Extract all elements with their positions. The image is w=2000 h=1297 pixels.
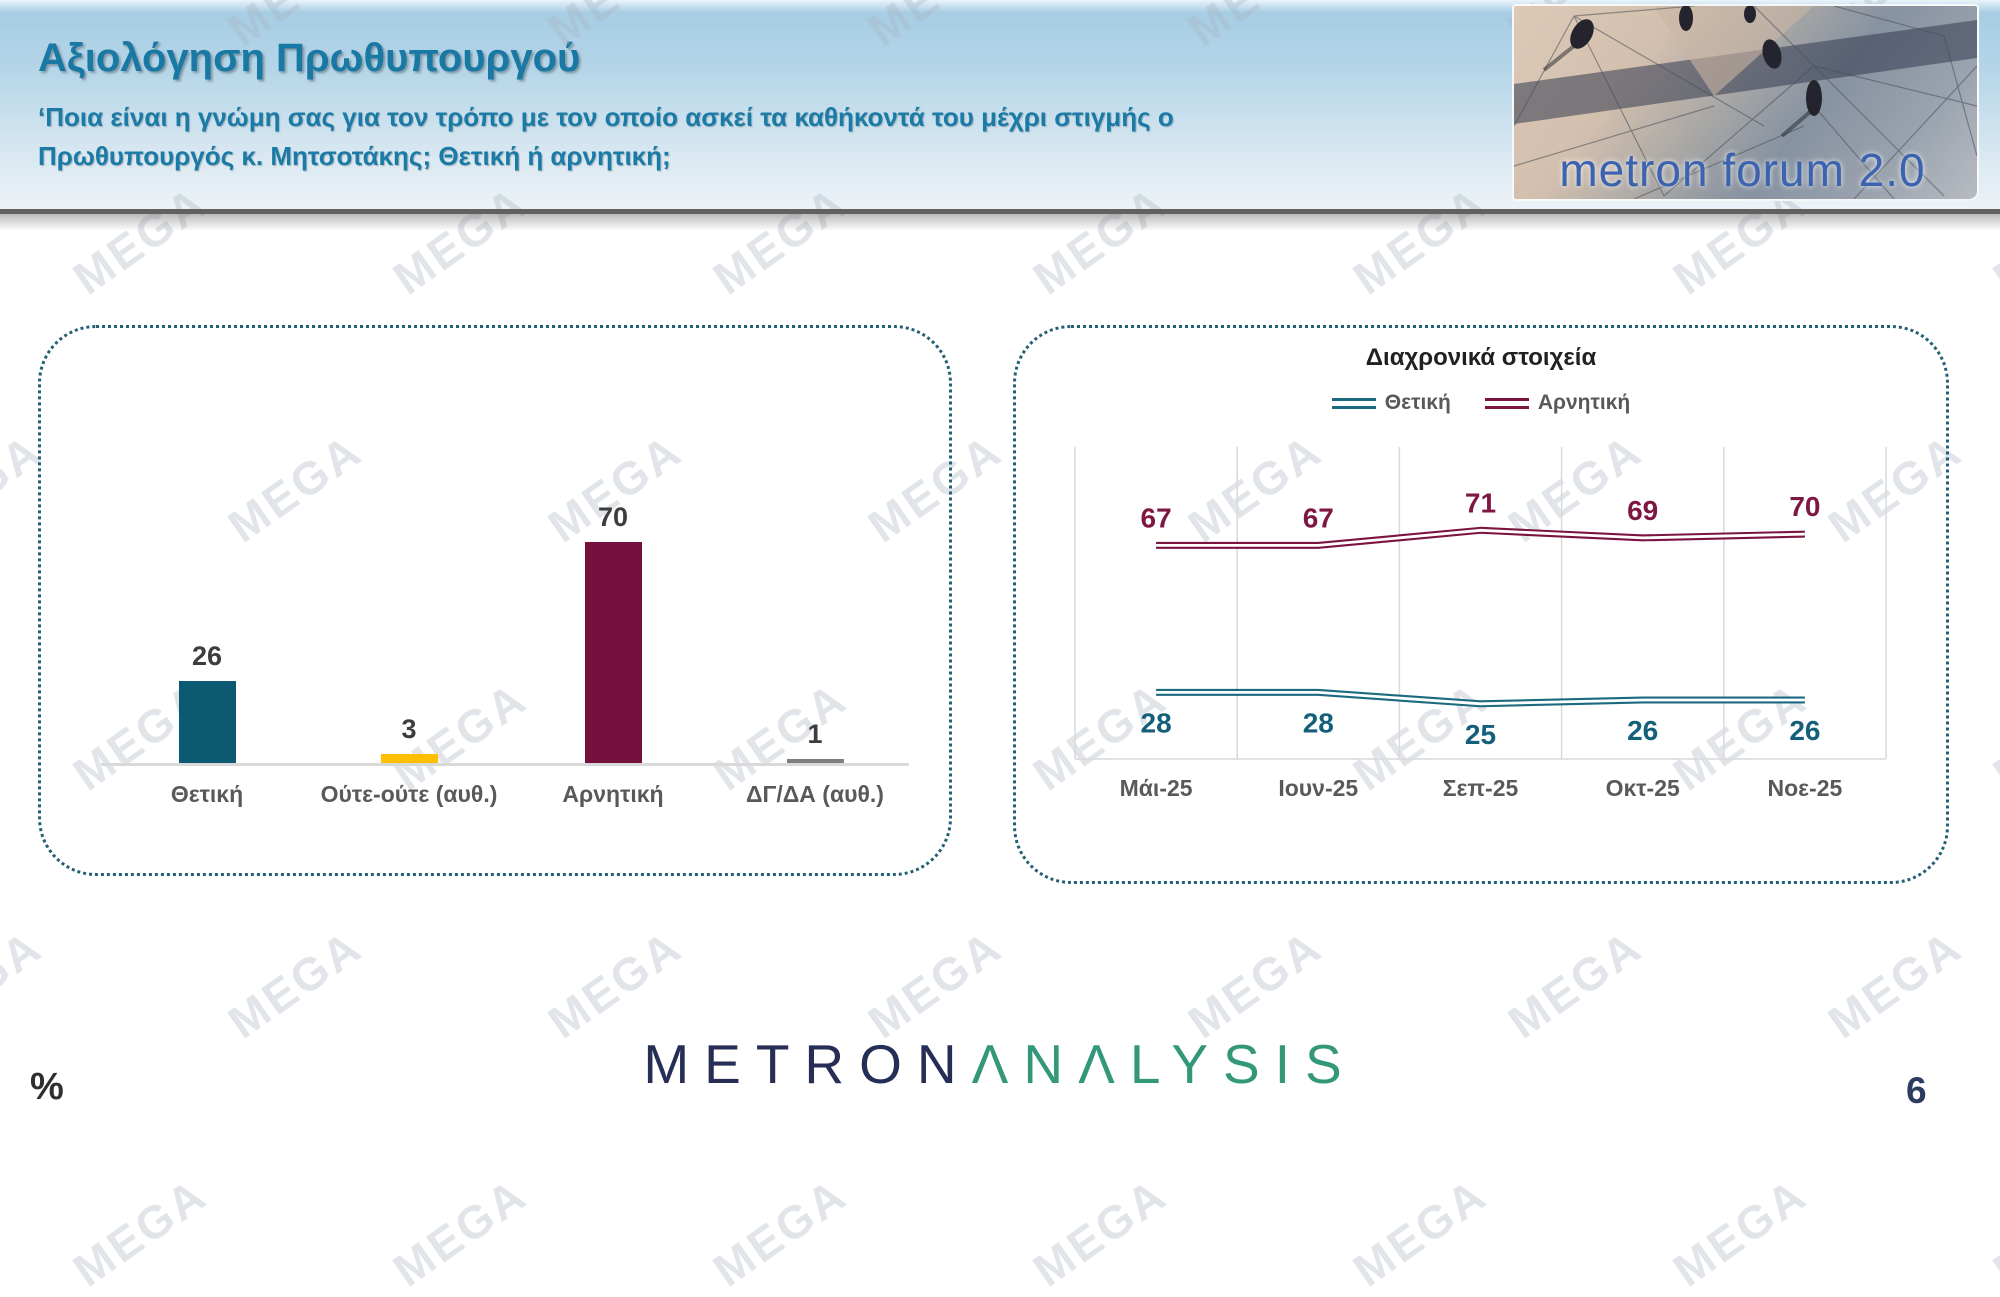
legend-label: Θετική [1384, 391, 1451, 414]
x-axis-label: Σεπ-25 [1443, 775, 1519, 801]
legend-label: Αρνητική [1537, 391, 1631, 414]
page-number: 6 [1906, 1070, 1927, 1111]
series-line-inner-Θετική [1156, 691, 1805, 706]
bar-category-label: Θετική [170, 781, 244, 807]
metron-analysis-logo: METRON ΛNΛLYSIS [0, 1032, 2000, 1096]
x-axis-label: Ιουν-25 [1278, 775, 1358, 801]
watermark-text: MEGA [538, 919, 692, 1049]
watermark-text: MEGA [0, 919, 52, 1049]
metron-analysis-logo-analysis: ΛNΛLYSIS [971, 1033, 1357, 1095]
x-axis-label: Μάι-25 [1120, 775, 1193, 801]
watermark-text: MEGA [383, 1167, 537, 1297]
data-label-Θετική: 28 [1141, 707, 1172, 738]
data-label-Θετική: 26 [1789, 715, 1820, 746]
bar-value-label: 1 [807, 719, 823, 749]
legend-item-Θετική: Θετική [1331, 391, 1451, 415]
bar-value-label: 26 [191, 641, 223, 671]
watermark-text: MEGA [1343, 1167, 1497, 1297]
data-label-Θετική: 25 [1465, 719, 1496, 750]
data-label-Θετική: 28 [1303, 707, 1334, 738]
bar-chart-panel: 26 Θετική 3 Ούτε-ούτε (αυθ.) 70 Αρνητική 1 ΔΓ/Δ… [38, 325, 952, 876]
watermark-text: MEGA [1818, 919, 1972, 1049]
metron-forum-logo-image: metron forum 2.0 [1512, 4, 1979, 201]
data-label-Αρνητική: 71 [1465, 487, 1496, 518]
watermark-text: MEGA [218, 919, 372, 1049]
watermark-text: MEGA [703, 1167, 857, 1297]
watermark-text: MEGA [1983, 671, 2000, 801]
watermark-text: MEGA [1983, 1167, 2000, 1297]
metron-analysis-logo-metron: METRON [643, 1033, 972, 1095]
header-divider-shadow [0, 214, 2000, 231]
data-label-Αρνητική: 69 [1627, 495, 1658, 526]
percent-unit-label: % [30, 1066, 64, 1108]
x-axis-label: Οκτ-25 [1606, 775, 1680, 801]
plaza-mosaic-graphic [1514, 6, 1977, 199]
line-chart-panel: Διαχρονικά στοιχεία Θετική Αρνητική Μάι-2… [1013, 325, 1949, 884]
data-label-Θετική: 26 [1627, 715, 1658, 746]
line-chart: Μάι-25 Ιουν-25 Σεπ-25 Οκτ-25 Νοε-25 28 28 25 26 2… [1074, 447, 1887, 801]
line-chart-title: Διαχρονικά στοιχεία [1365, 344, 1597, 371]
bar-value-label: 70 [597, 502, 629, 532]
bar-category-label: Ούτε-ούτε (αυθ.) [320, 781, 498, 807]
watermark-text: MEGA [1023, 1167, 1177, 1297]
data-label-Αρνητική: 67 [1303, 502, 1334, 533]
legend-marker-icon [1484, 397, 1529, 409]
bar-category-label: Αρνητική [562, 781, 664, 807]
bar-chart-axis [101, 763, 909, 766]
watermark-text: MEGA [63, 1167, 217, 1297]
header-divider [0, 209, 2000, 214]
bar-3 [584, 542, 642, 763]
x-axis-label: Νοε-25 [1767, 775, 1842, 801]
data-label-Αρνητική: 70 [1789, 491, 1820, 522]
legend-item-Αρνητική: Αρνητική [1484, 391, 1631, 415]
bar-4 [786, 759, 844, 763]
series-line-inner-Αρνητική [1156, 528, 1805, 547]
bar-1 [178, 681, 236, 763]
page-title: Αξιολόγηση Πρωθυπουργού [38, 36, 581, 80]
metron-forum-logo-text: metron forum 2.0 [1559, 144, 1926, 196]
line-chart-legend: Θετική Αρνητική [1016, 390, 1946, 416]
subtitle-line-2: Πρωθυπουργός κ. Μητσοτάκης; Θετική ή αρν… [38, 141, 671, 171]
watermark-text: MEGA [858, 919, 1012, 1049]
subtitle-line-1: ‘Ποια είναι η γνώμη σας για τον τρόπο με… [38, 102, 1174, 132]
watermark-text: MEGA [1498, 919, 1652, 1049]
bar-category-label: ΔΓ/ΔΑ (αυθ.) [746, 781, 884, 807]
watermark-text: MEGA [1178, 919, 1332, 1049]
page-subtitle: ‘Ποια είναι η γνώμη σας για τον τρόπο με… [38, 98, 1358, 176]
bar-2 [380, 754, 438, 763]
series-line-Θετική [1156, 688, 1805, 708]
series-line-Αρνητική [1156, 526, 1805, 549]
bar-value-label: 3 [401, 714, 417, 744]
legend-marker-icon [1331, 397, 1376, 409]
data-label-Αρνητική: 67 [1141, 502, 1172, 533]
watermark-text: MEGA [1663, 1167, 1817, 1297]
